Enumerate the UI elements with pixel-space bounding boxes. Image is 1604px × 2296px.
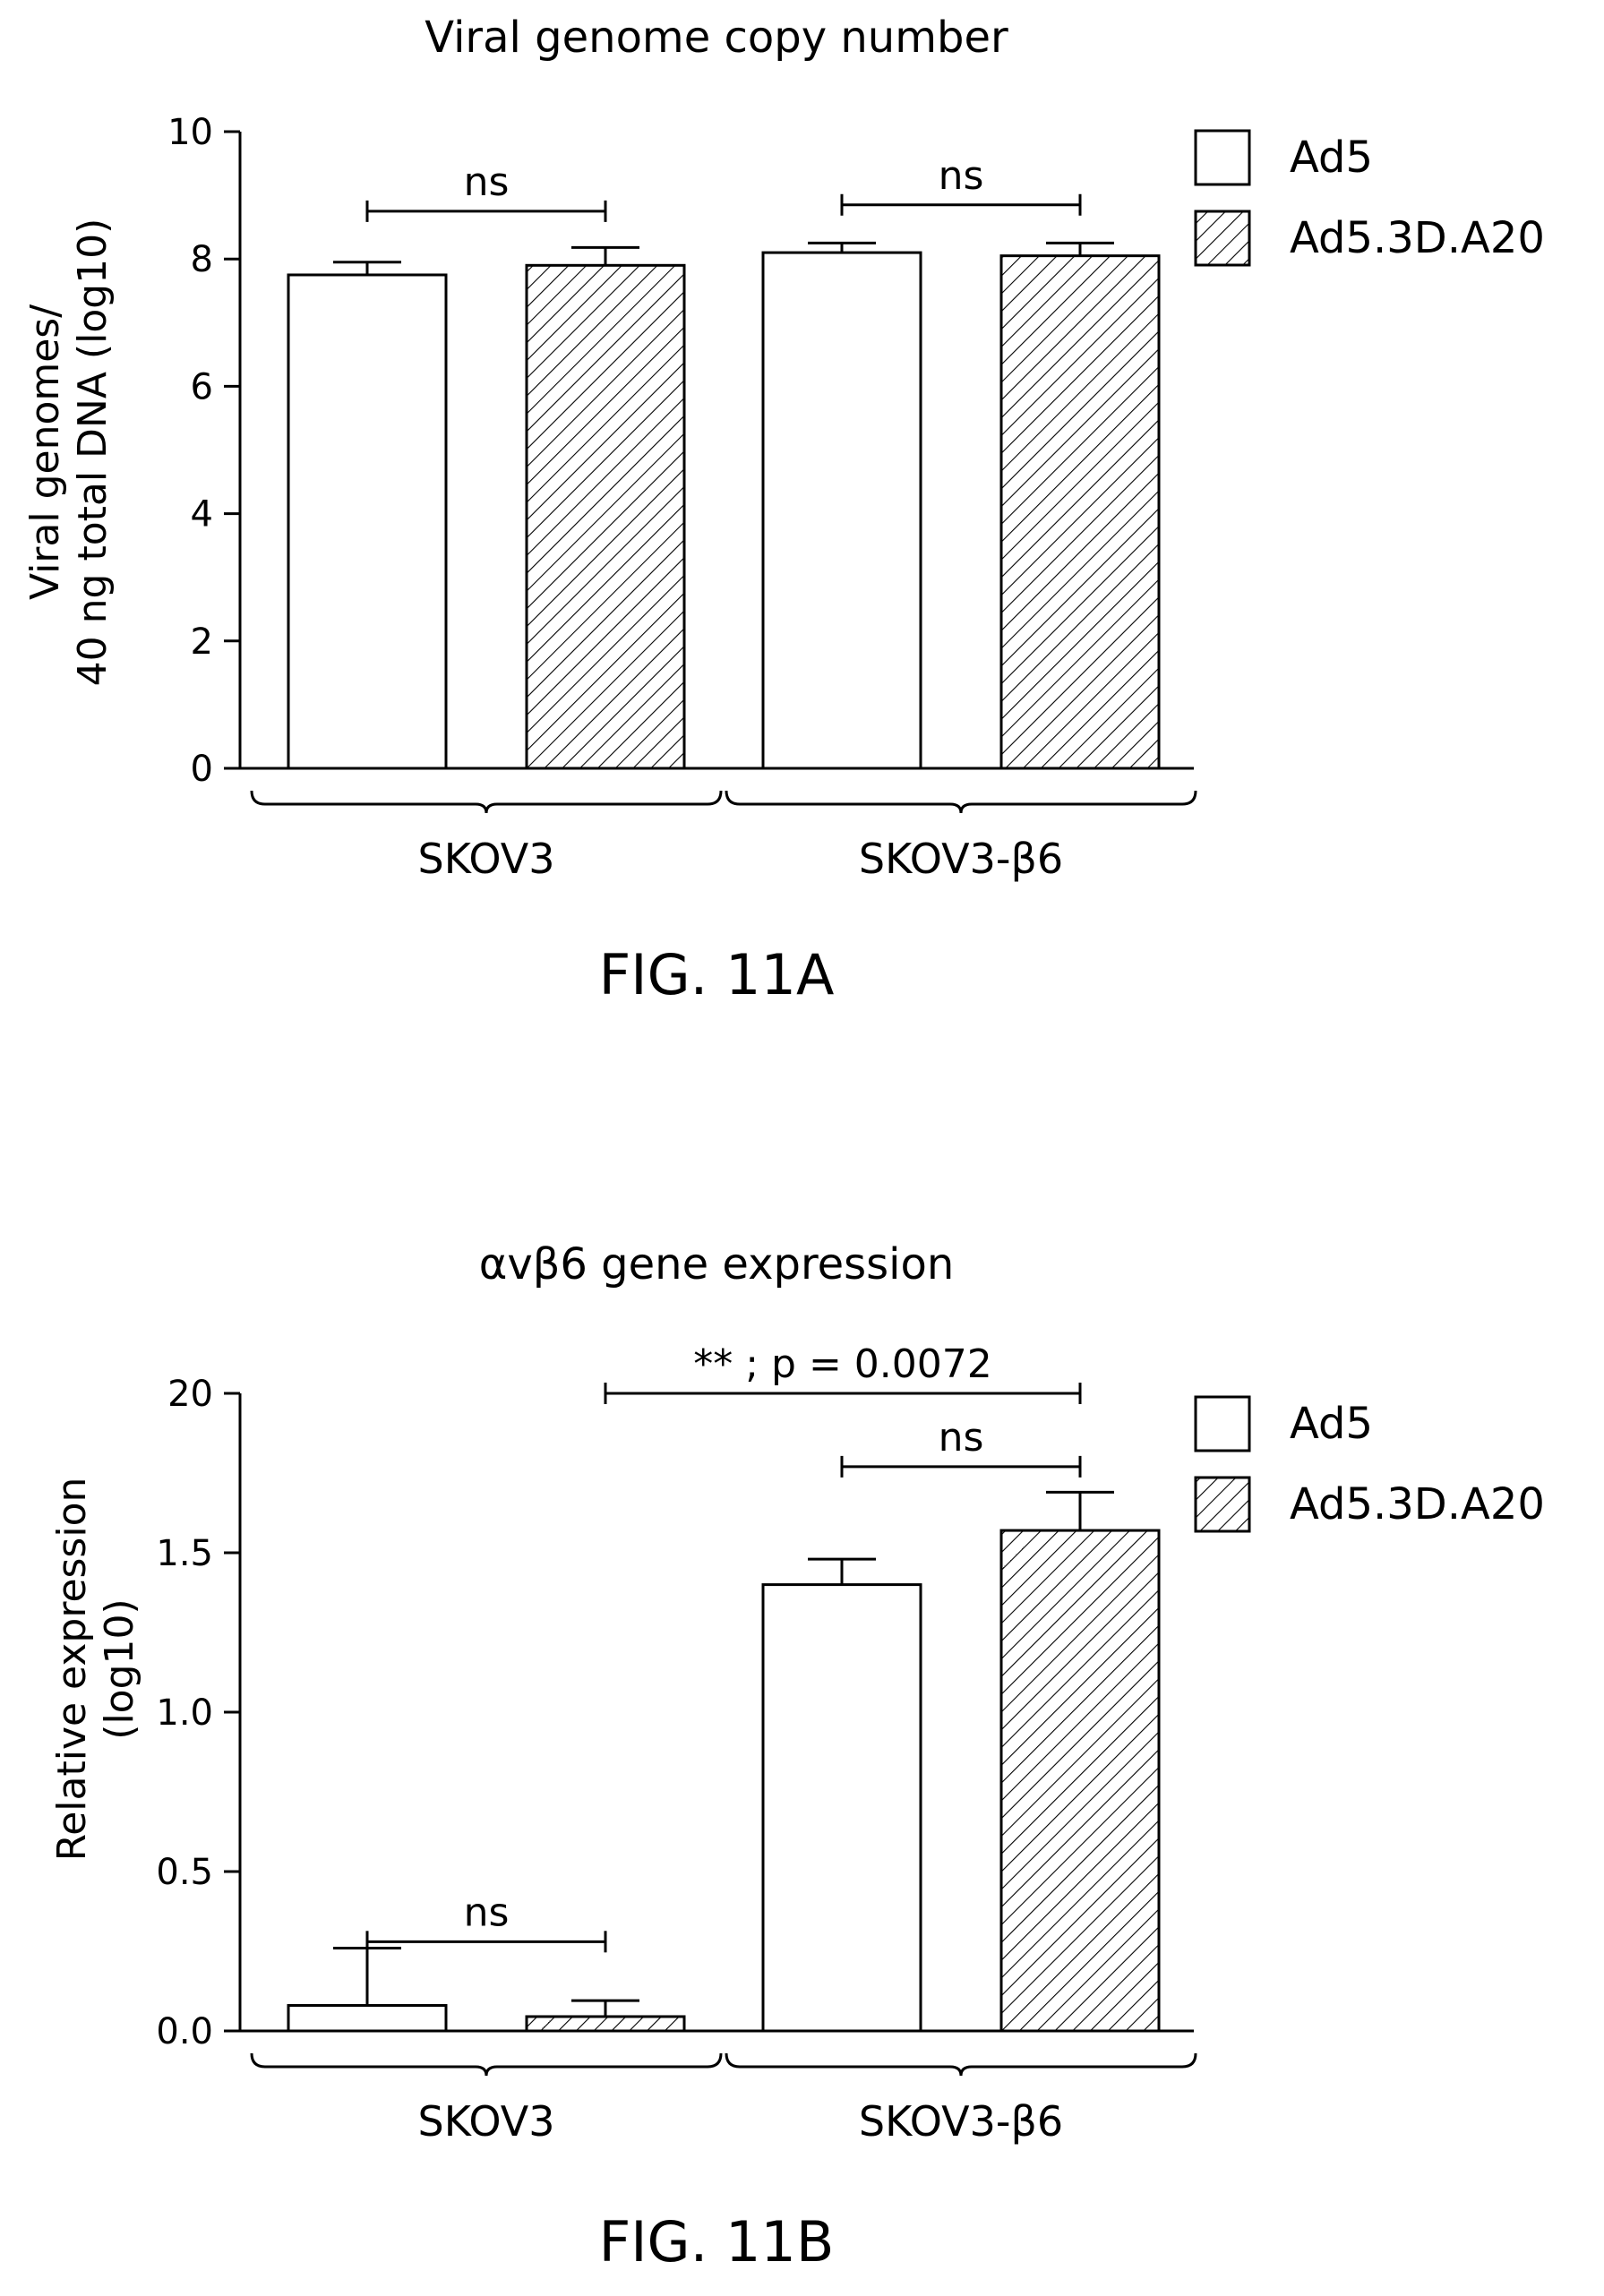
x-category-label: SKOV3: [418, 835, 555, 883]
y-tick-label: 6: [191, 366, 213, 407]
figure-label: FIG. 11A: [599, 942, 835, 1007]
legend-swatch-ad5-3d-a20: [1194, 210, 1251, 267]
legend-swatch-ad5: [1194, 129, 1251, 186]
bar-ad5: [287, 2004, 448, 2033]
y-tick-label: 2: [191, 621, 213, 663]
chart-title: Viral genome copy number: [425, 13, 1008, 63]
y-tick-label: 8: [191, 239, 213, 280]
significance-label: ns: [939, 153, 984, 199]
bar-ad5: [761, 251, 922, 770]
legend-label: Ad5: [1290, 133, 1373, 183]
bar-ad5-3d-a20: [999, 1529, 1161, 2033]
y-axis-label: Relative expression: [49, 1478, 95, 1862]
y-tick-label: 1.0: [156, 1692, 213, 1734]
legend-label: Ad5: [1290, 1399, 1373, 1449]
y-tick-label: 0.5: [156, 1852, 213, 1893]
x-category-label: SKOV3-β6: [859, 835, 1063, 883]
group-brace: [250, 2052, 723, 2077]
y-axis-label: 40 ng total DNA (log10): [70, 218, 116, 687]
significance-label: ns: [464, 1889, 510, 1935]
y-axis-label: (log10): [97, 1598, 142, 1739]
y-axis-label: Viral genomes/: [22, 304, 68, 600]
significance-label: ns: [464, 159, 510, 205]
bar-ad5-3d-a20: [999, 254, 1161, 770]
group-brace: [725, 790, 1197, 814]
legend-label: Ad5.3D.A20: [1290, 213, 1545, 263]
y-tick-label: 10: [167, 112, 213, 153]
chart-panel-11b: αvβ6 gene expression Relative expression(…: [49, 1239, 1545, 2275]
figure-label: FIG. 11B: [599, 2209, 835, 2275]
y-tick-label: 1.5: [156, 1533, 213, 1574]
legend-swatch-ad5: [1194, 1395, 1251, 1452]
legend-label: Ad5.3D.A20: [1290, 1479, 1545, 1529]
bar-ad5: [761, 1583, 922, 2033]
x-category-label: SKOV3-β6: [859, 2097, 1063, 2146]
y-tick-label: 4: [191, 494, 213, 535]
bar-ad5-3d-a20: [525, 263, 686, 770]
y-tick-label: 20: [167, 1374, 213, 1415]
group-brace: [725, 2052, 1197, 2077]
significance-label: ** ; p = 0.0072: [693, 1341, 992, 1387]
bar-ad5-3d-a20: [525, 2015, 686, 2033]
bar-ad5: [287, 273, 448, 770]
y-tick-label: 0: [191, 749, 213, 790]
x-category-label: SKOV3: [418, 2097, 555, 2146]
legend-swatch-ad5-3d-a20: [1194, 1476, 1251, 1533]
chart-title: αvβ6 gene expression: [479, 1239, 955, 1289]
significance-label: ns: [939, 1415, 984, 1461]
group-brace: [250, 790, 723, 814]
y-tick-label: 0.0: [156, 2011, 213, 2052]
